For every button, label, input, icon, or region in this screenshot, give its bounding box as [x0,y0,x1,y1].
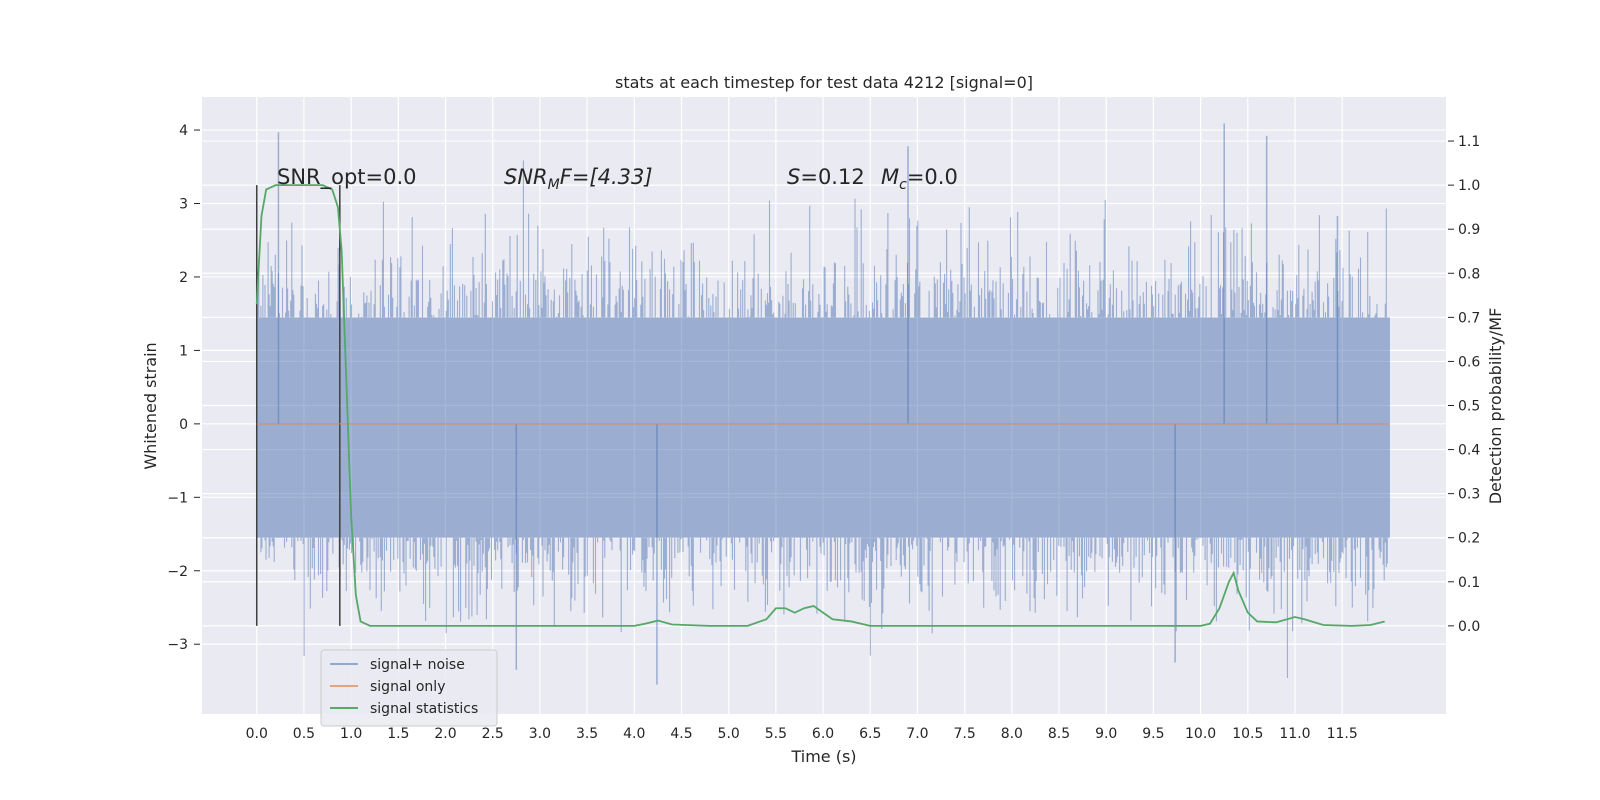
y-right-tick-label: 0.2 [1458,531,1480,547]
chart-title: stats at each timestep for test data 421… [615,73,1033,92]
x-tick-label: 7.5 [954,726,976,742]
x-tick-label: 0.5 [293,726,315,742]
x-tick-label: 2.0 [434,726,456,742]
series-lines [255,184,1390,627]
x-tick-label: 5.0 [718,726,740,742]
x-tick-label: 6.0 [812,726,834,742]
y-left-tick-label: 0 [179,417,188,433]
x-tick-label: 4.5 [670,726,692,742]
y-right-tick-label: 1.1 [1458,134,1480,150]
x-tick-label: 11.5 [1327,726,1358,742]
y-left-tick-label: −1 [167,490,188,506]
y-right-tick-label: 0.3 [1458,487,1480,503]
y-left-tick-label: 2 [179,270,188,286]
y-right-tick-label: 0.7 [1458,310,1480,326]
legend-label-signal-statistics: signal statistics [370,701,478,717]
y-right-tick-label: 0.6 [1458,354,1480,370]
x-tick-label: 8.5 [1048,726,1070,742]
x-tick-label: 11.0 [1279,726,1310,742]
y-axis-label-right: Detection probability/MF [1486,308,1505,505]
signal-plus-noise-series [256,123,1390,685]
annotation-mc: Mc=0.0 [881,165,958,193]
axis-ticks: 0.0 0.5 1.0 1.5 2.0 2.5 3.0 3.5 4.0 4.5 5.0 5.5 6.0 6… [167,123,1480,742]
x-tick-label: 10.0 [1185,726,1216,742]
annotation-s: S=0.12 [787,165,865,189]
y-left-tick-label: −2 [167,564,188,580]
y-right-tick-label: 0.9 [1458,222,1480,238]
legend-label-signal-noise: signal+ noise [370,657,465,673]
x-tick-label: 3.0 [529,726,551,742]
y-left-tick-label: 1 [179,343,188,359]
x-tick-label: 10.5 [1232,726,1263,742]
y-right-tick-label: 0.4 [1458,443,1480,459]
y-left-tick-label: −3 [167,637,188,653]
x-tick-label: 0.0 [246,726,268,742]
y-right-tick-label: 0.0 [1458,619,1480,635]
annotation-snr-opt: SNR_opt=0.0 [277,165,417,190]
x-tick-label: 7.0 [906,726,928,742]
legend-label-signal-only: signal only [370,679,445,695]
legend: signal+ noise signal only signal statist… [320,649,498,727]
x-tick-label: 1.5 [387,726,409,742]
x-tick-label: 6.5 [859,726,881,742]
x-tick-label: 5.5 [765,726,787,742]
y-axis-label-left: Whitened strain [141,342,160,469]
y-left-tick-label: 4 [179,123,188,139]
x-tick-label: 9.5 [1142,726,1164,742]
y-right-tick-label: 0.8 [1458,266,1480,282]
x-tick-label: 2.5 [482,726,504,742]
y-right-tick-label: 0.5 [1458,399,1480,415]
x-axis-label: Time (s) [790,747,856,766]
x-tick-label: 8.0 [1001,726,1023,742]
annotation-snr-mf: SNRMF=[4.33] [504,165,653,193]
y-right-tick-label: 0.1 [1458,575,1480,591]
signal-statistics-line [255,184,1385,627]
x-tick-label: 4.0 [623,726,645,742]
x-tick-label: 3.5 [576,726,598,742]
x-tick-label: 9.0 [1095,726,1117,742]
legend-box [320,649,498,727]
x-tick-label: 1.0 [340,726,362,742]
y-right-tick-label: 1.0 [1458,178,1480,194]
y-left-tick-label: 3 [179,197,188,213]
